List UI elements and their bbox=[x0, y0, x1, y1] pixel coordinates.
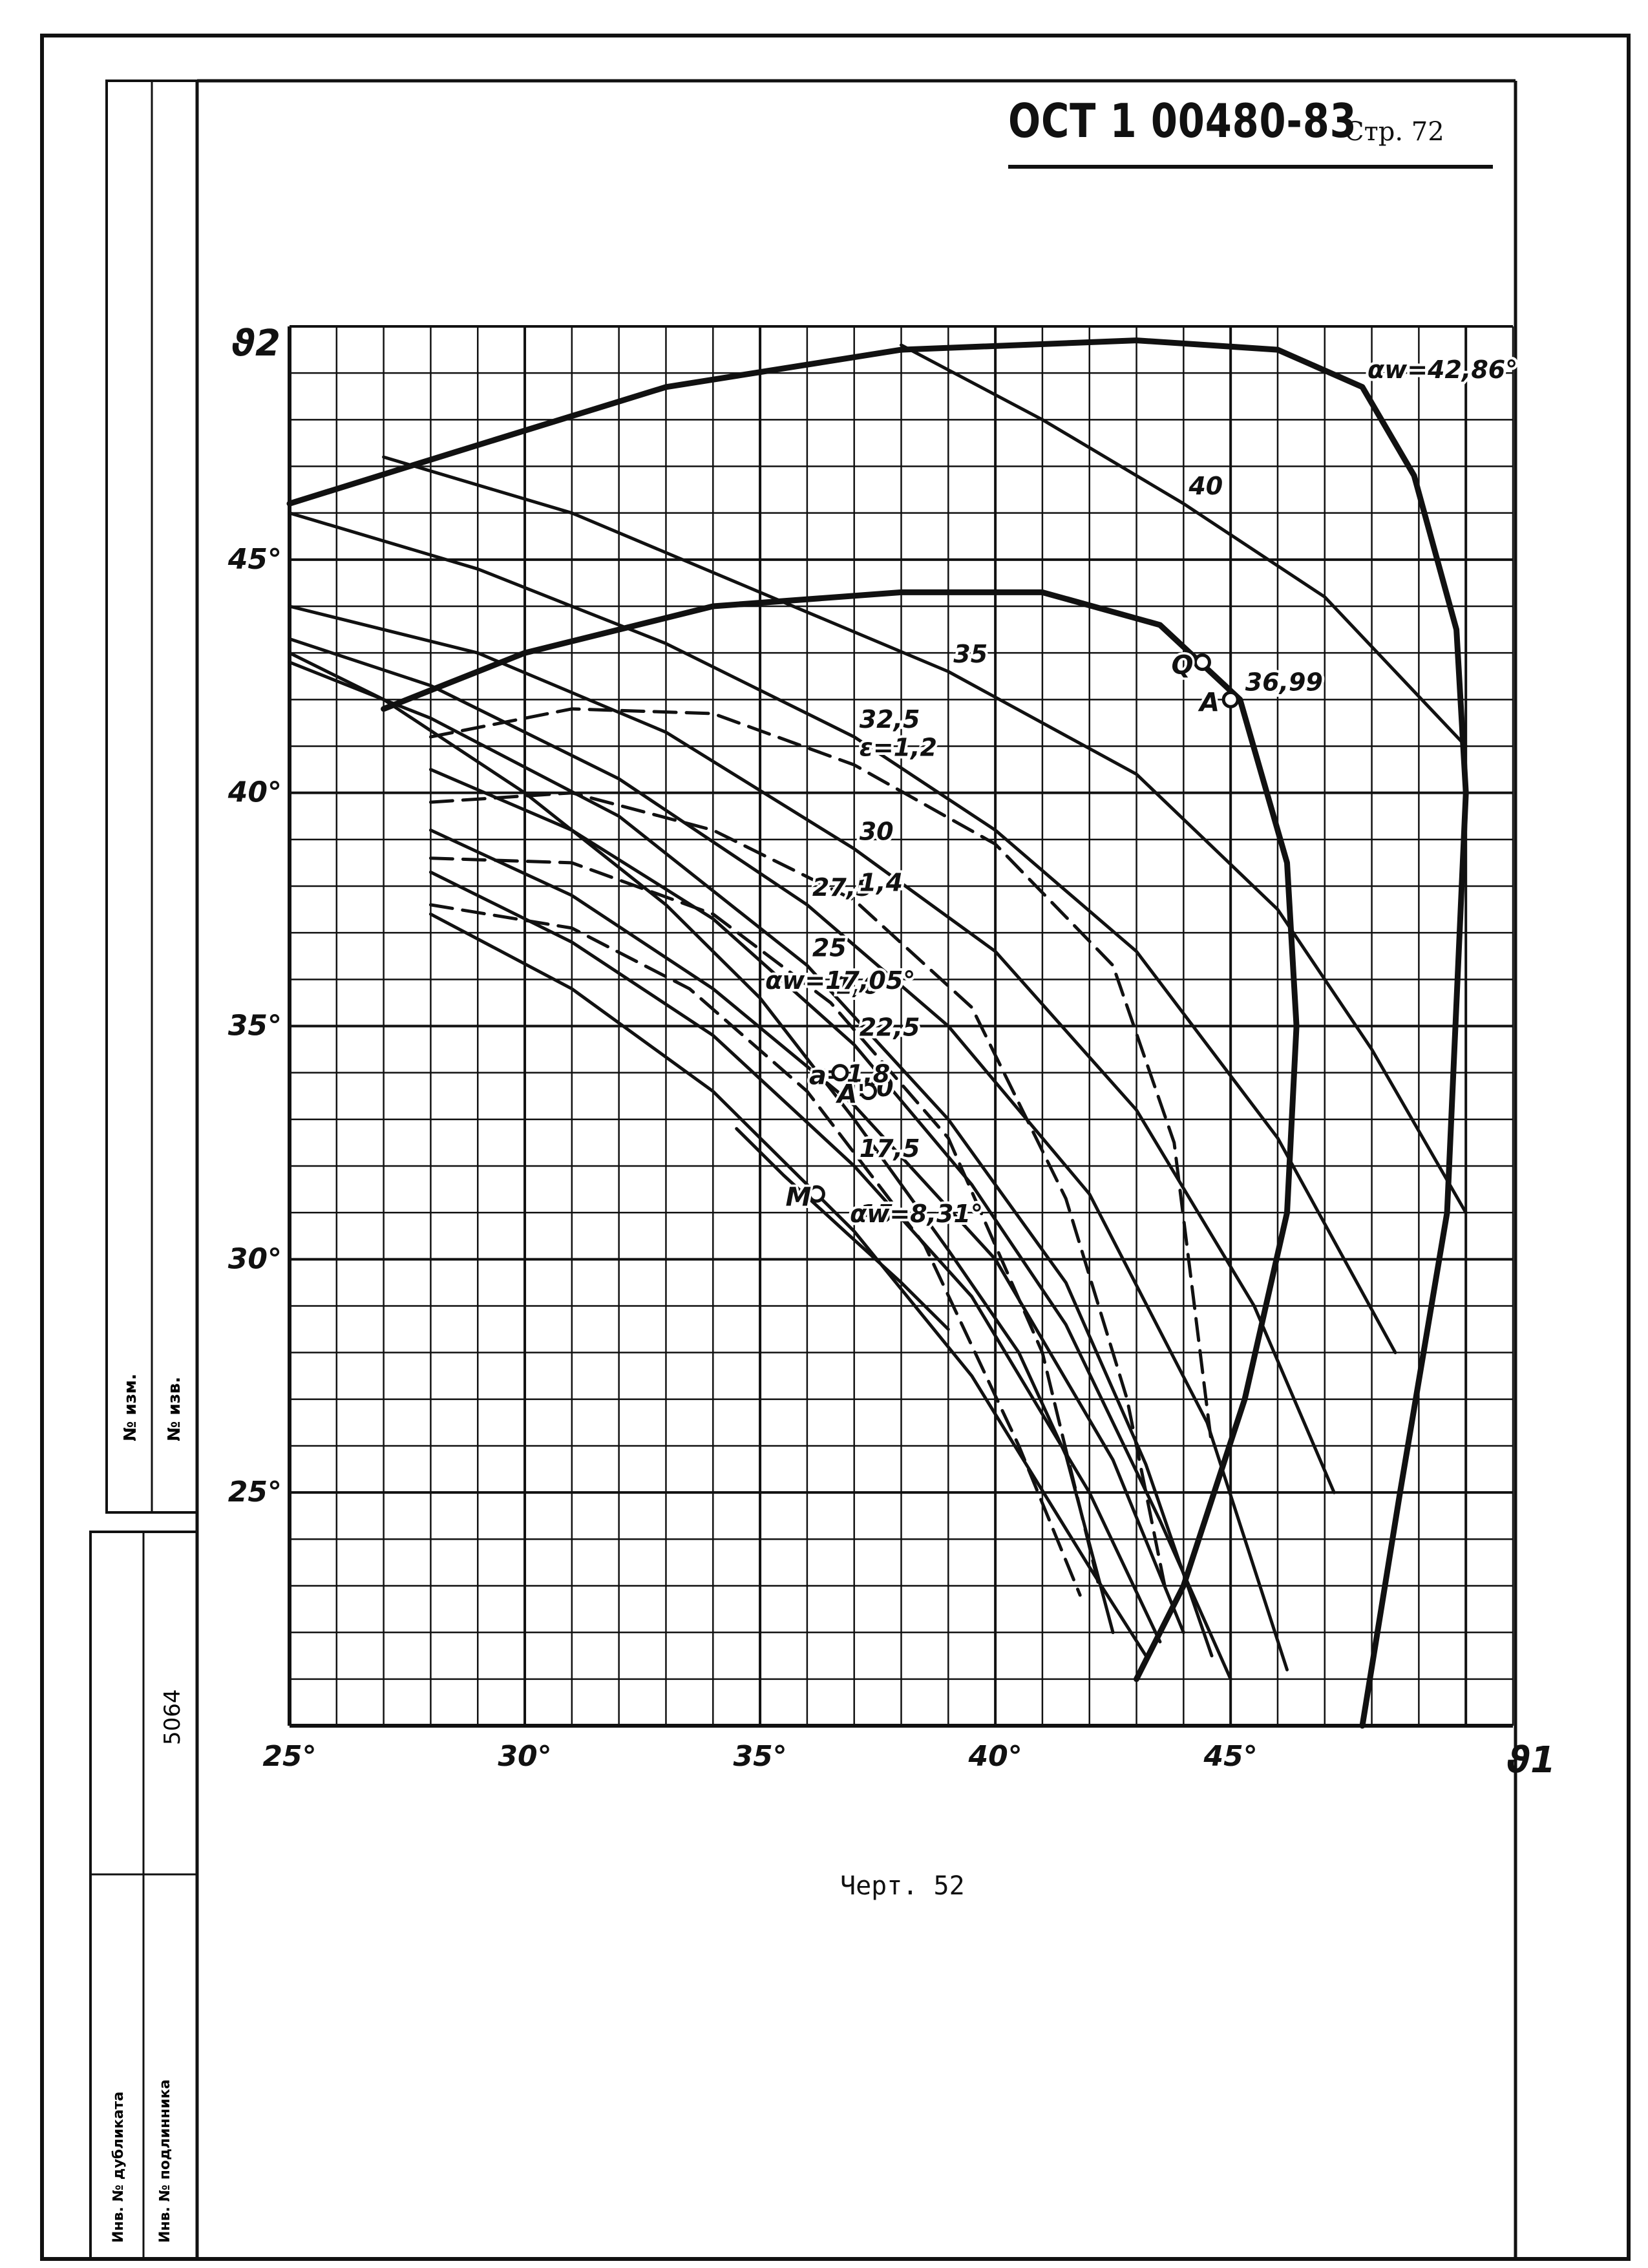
y-tick-label: 40° bbox=[227, 776, 282, 809]
chart-series bbox=[286, 337, 1469, 1729]
series-line-14 bbox=[428, 856, 1101, 1587]
chart-axes: 25° 30° 35° 40° 45° 25° 30° 35° 40° 45° ϑ1 ϑ2 bbox=[227, 323, 1556, 1781]
point-label-1: Q bbox=[1171, 651, 1193, 681]
chart-grid bbox=[288, 325, 1514, 1727]
doc-code: ОСТ 1 00480-83 bbox=[1008, 94, 1357, 148]
series-label-0: αw=42,86° bbox=[1368, 355, 1517, 384]
series-line-12 bbox=[428, 707, 1214, 1448]
series-line-16 bbox=[735, 1127, 950, 1331]
series-label-16: αw=8,31° bbox=[850, 1200, 983, 1228]
x-axis-title: ϑ1 bbox=[1506, 1739, 1556, 1781]
point-label-0: M bbox=[785, 1182, 811, 1212]
side-title-block: № изм. № изв. Инв. № дубликата Инв. № по… bbox=[89, 79, 198, 2260]
point-marker-0 bbox=[807, 1185, 825, 1203]
point-marker-3 bbox=[860, 1083, 878, 1101]
chart-points: M QA A' a bbox=[783, 648, 1240, 1214]
series-label-11: 15 bbox=[860, 1200, 894, 1228]
series-line-9 bbox=[428, 828, 1185, 1635]
series-line-3 bbox=[382, 455, 1468, 1214]
series-line-5 bbox=[288, 604, 1336, 1494]
point-label-4: a bbox=[809, 1061, 827, 1091]
point-marker-1 bbox=[1193, 653, 1211, 672]
series-line-4 bbox=[288, 511, 1397, 1355]
series-line-0 bbox=[286, 337, 1469, 1729]
series-line-13 bbox=[428, 791, 1167, 1587]
series-label-14: 1,6 bbox=[836, 971, 879, 999]
series-line-10 bbox=[428, 870, 1162, 1644]
series-line-6 bbox=[288, 637, 1289, 1671]
series-label-5: 30 bbox=[860, 817, 894, 845]
series-label-8: 22,5 bbox=[860, 1013, 920, 1041]
side-label-change: № изм. bbox=[121, 1373, 140, 1441]
outer-frame bbox=[40, 34, 1631, 2261]
side-label-duplicate: Инв. № дубликата bbox=[111, 2092, 127, 2243]
series-label-4: 32,5 bbox=[860, 705, 920, 734]
series-line-11 bbox=[428, 912, 1148, 1658]
y-axis-title: ϑ2 bbox=[231, 323, 280, 365]
series-label-12: ε=1,2 bbox=[860, 733, 937, 761]
y-tick-label: 45° bbox=[227, 543, 282, 576]
series-label-6: 27,5 bbox=[812, 873, 873, 902]
point-marker-2 bbox=[1221, 690, 1240, 708]
point-marker-4 bbox=[831, 1064, 849, 1082]
side-label-original: Инв. № подлинника bbox=[157, 2079, 173, 2243]
document-header: ОСТ 1 00480-83 Стр. 72 bbox=[1008, 94, 1493, 169]
point-label-3: A' bbox=[836, 1080, 865, 1110]
y-tick-label: 30° bbox=[228, 1242, 282, 1275]
series-label-15: ε=1,8 bbox=[812, 1060, 890, 1088]
series-line-15 bbox=[428, 903, 1082, 1597]
x-tick-label: 25° bbox=[262, 1740, 316, 1773]
series-label-13: 1,4 bbox=[860, 869, 903, 897]
series-line-2 bbox=[900, 343, 1468, 748]
series-line-1 bbox=[381, 589, 1300, 1682]
y-tick-label: 25° bbox=[228, 1476, 282, 1509]
x-tick-label: 40° bbox=[967, 1740, 1022, 1773]
side-label-notice: № изв. bbox=[165, 1377, 184, 1441]
chart-labels: αw=42,86°36,99403532,53027,52522,52017,5… bbox=[763, 353, 1520, 1231]
x-tick-label: 35° bbox=[733, 1740, 787, 1773]
y-tick-label: 35° bbox=[228, 1010, 282, 1043]
point-label-2: A bbox=[1198, 688, 1220, 717]
chart-plot: 25° 30° 35° 40° 45° 25° 30° 35° 40° 45° ϑ1 ϑ2 αw=42… bbox=[227, 323, 1556, 1781]
series-label-17: αw=17,05° bbox=[765, 966, 915, 995]
series-label-1: 36,99 bbox=[1245, 668, 1323, 696]
series-label-2: 40 bbox=[1188, 472, 1223, 500]
figure-caption: Черт. 52 bbox=[840, 1871, 965, 1901]
page-number: Стр. 72 bbox=[1344, 117, 1444, 147]
series-line-17 bbox=[288, 651, 1115, 1635]
series-line-7 bbox=[288, 661, 1214, 1658]
x-tick-label: 30° bbox=[498, 1740, 551, 1773]
x-tick-label: 45° bbox=[1203, 1740, 1258, 1773]
side-inventory-number: 5064 bbox=[160, 1689, 185, 1745]
series-label-10: 17,5 bbox=[860, 1134, 920, 1163]
series-label-3: 35 bbox=[953, 640, 988, 668]
series-label-7: 25 bbox=[812, 934, 847, 962]
